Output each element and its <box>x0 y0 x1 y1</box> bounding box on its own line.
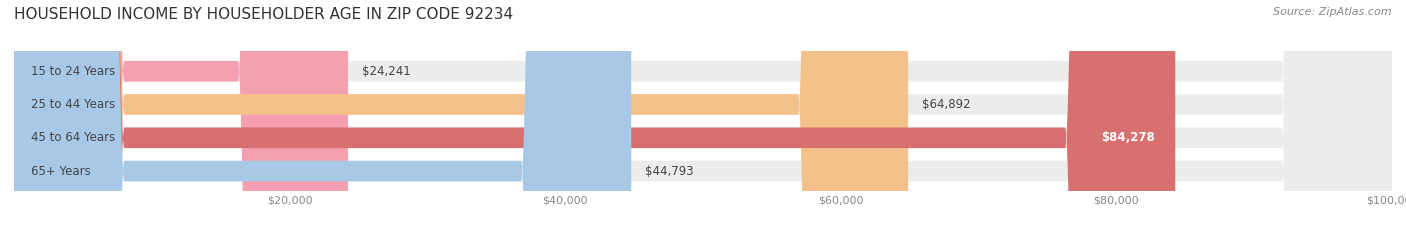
FancyBboxPatch shape <box>14 0 908 233</box>
Text: $44,793: $44,793 <box>645 164 693 178</box>
FancyBboxPatch shape <box>14 0 1392 233</box>
Text: 15 to 24 Years: 15 to 24 Years <box>31 65 115 78</box>
FancyBboxPatch shape <box>14 0 1392 233</box>
FancyBboxPatch shape <box>14 0 1392 233</box>
Text: 25 to 44 Years: 25 to 44 Years <box>31 98 115 111</box>
FancyBboxPatch shape <box>14 0 631 233</box>
Text: 65+ Years: 65+ Years <box>31 164 90 178</box>
Text: $64,892: $64,892 <box>922 98 970 111</box>
FancyBboxPatch shape <box>14 0 1392 233</box>
Text: $84,278: $84,278 <box>1101 131 1154 144</box>
FancyBboxPatch shape <box>14 0 349 233</box>
Text: $24,241: $24,241 <box>361 65 411 78</box>
Text: HOUSEHOLD INCOME BY HOUSEHOLDER AGE IN ZIP CODE 92234: HOUSEHOLD INCOME BY HOUSEHOLDER AGE IN Z… <box>14 7 513 22</box>
Text: 45 to 64 Years: 45 to 64 Years <box>31 131 115 144</box>
Text: Source: ZipAtlas.com: Source: ZipAtlas.com <box>1274 7 1392 17</box>
FancyBboxPatch shape <box>14 0 1175 233</box>
